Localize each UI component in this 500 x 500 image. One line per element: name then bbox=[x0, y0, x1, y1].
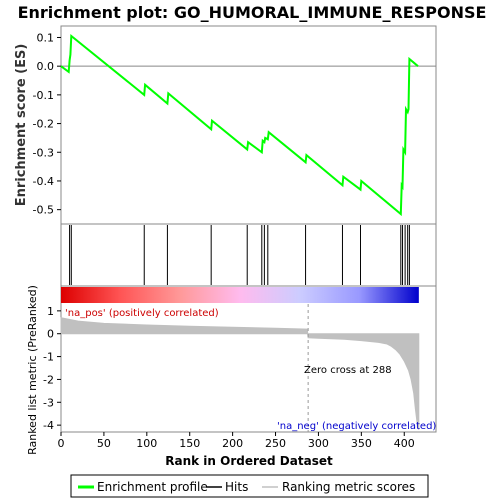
es-y-axis: 0.1 0.0 -0.1 -0.2 -0.3 -0.4 -0.5 bbox=[33, 31, 61, 217]
zero-cross-label: Zero cross at 288 bbox=[304, 365, 392, 376]
x-tick-label: 150 bbox=[179, 437, 200, 450]
ranked-y-tick-label: 1 bbox=[47, 305, 54, 318]
enrichment-profile-line bbox=[60, 33, 419, 217]
es-y-tick-label: -0.1 bbox=[33, 89, 54, 102]
ranked-y-tick-label: -4 bbox=[43, 419, 54, 432]
neg-annotation: 'na_neg' (negatively correlated) bbox=[277, 421, 436, 432]
es-y-tick-label: 0.1 bbox=[37, 31, 55, 44]
legend-label-enrichment-profile: Enrichment profile bbox=[97, 480, 208, 494]
ranked-y-tick-label: -3 bbox=[43, 396, 54, 409]
es-y-tick-label: -0.3 bbox=[33, 146, 54, 159]
x-tick-label: 200 bbox=[222, 437, 243, 450]
chart-title: Enrichment plot: GO_HUMORAL_IMMUNE_RESPO… bbox=[18, 3, 487, 22]
x-axis: 0 50 100 150 200 250 300 350 400 bbox=[58, 432, 415, 450]
es-y-axis-label: Enrichment score (ES) bbox=[14, 44, 29, 207]
x-tick-label: 300 bbox=[308, 437, 329, 450]
rank-color-bar bbox=[61, 287, 419, 303]
legend-frame bbox=[70, 474, 429, 498]
x-tick-label: 350 bbox=[351, 437, 372, 450]
hits-panel bbox=[69, 225, 410, 285]
color-bar bbox=[61, 287, 419, 303]
ranked-metric-panel bbox=[60, 304, 420, 432]
x-tick-label: 400 bbox=[394, 437, 415, 450]
ranked-y-axis-label: Ranked list metric (PreRanked) bbox=[26, 285, 39, 455]
x-tick-label: 0 bbox=[58, 437, 65, 450]
hits-panel-frame bbox=[60, 223, 437, 287]
x-tick-label: 50 bbox=[97, 437, 111, 450]
x-tick-label: 250 bbox=[265, 437, 286, 450]
ranking-metric-area bbox=[60, 317, 420, 430]
legend-label-hits: Hits bbox=[225, 480, 248, 494]
es-y-tick-label: -0.5 bbox=[33, 204, 54, 217]
es-panel-frame bbox=[60, 25, 437, 225]
ranked-y-tick-label: -1 bbox=[43, 351, 54, 364]
legend-label-ranking-metric: Ranking metric scores bbox=[282, 480, 415, 494]
es-y-tick-label: -0.4 bbox=[33, 175, 54, 188]
ranked-y-tick-label: 0 bbox=[47, 328, 54, 341]
legend: Enrichment profile Hits Ranking metric s… bbox=[70, 474, 429, 498]
es-y-tick-label: -0.2 bbox=[33, 118, 54, 131]
es-y-tick-label: 0.0 bbox=[37, 60, 55, 73]
ranked-y-tick-label: -2 bbox=[43, 373, 54, 386]
ranked-y-axis: 1 0 -1 -2 -3 -4 bbox=[43, 305, 61, 432]
x-axis-label: Rank in Ordered Dataset bbox=[165, 454, 333, 468]
pos-annotation: 'na_pos' (positively correlated) bbox=[65, 308, 219, 319]
enrichment-profile-series bbox=[60, 33, 419, 217]
ranked-panel-frame bbox=[60, 285, 437, 433]
x-tick-label: 100 bbox=[136, 437, 157, 450]
